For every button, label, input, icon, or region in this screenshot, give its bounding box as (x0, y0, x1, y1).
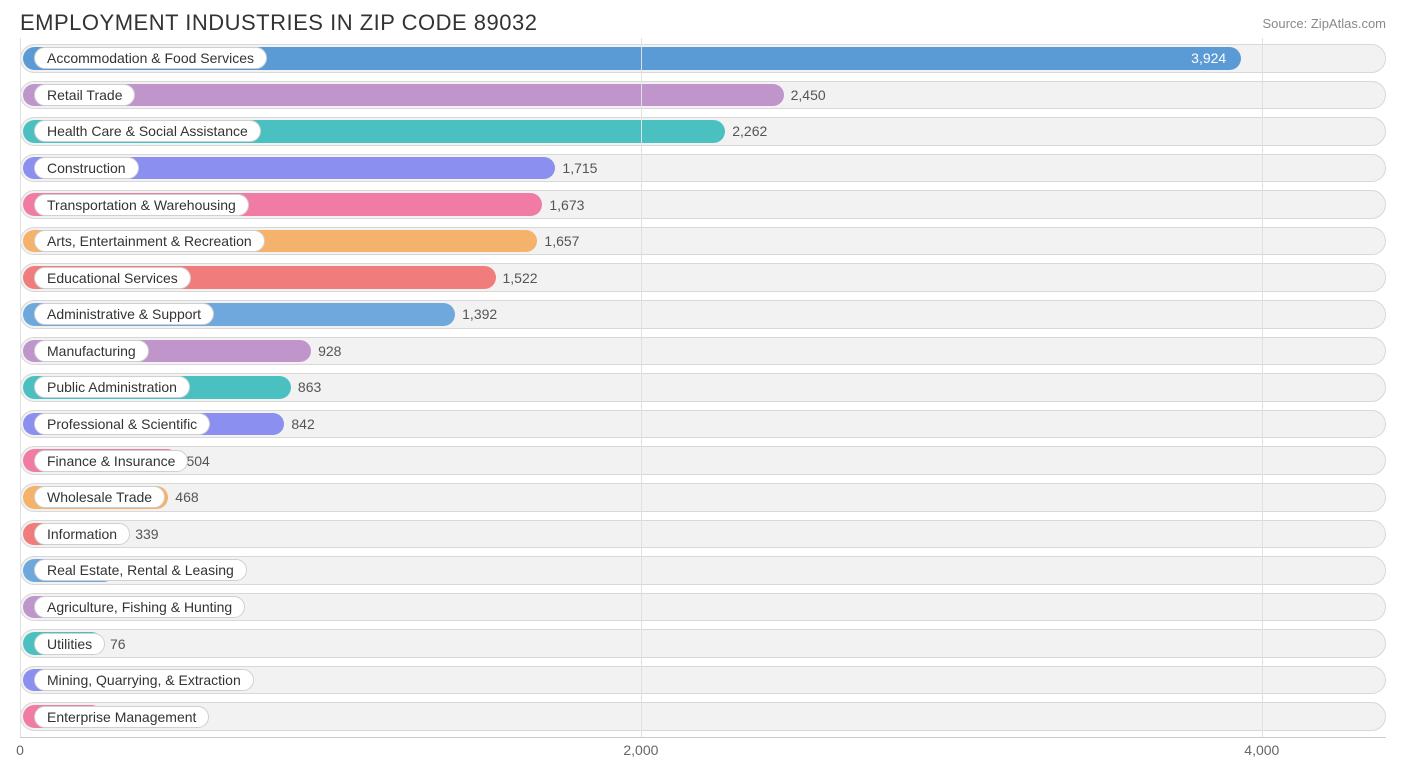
bar-label: Administrative & Support (34, 303, 214, 325)
bar-value: 339 (135, 526, 158, 542)
bar-track (20, 520, 1386, 549)
chart-source: Source: ZipAtlas.com (1262, 10, 1386, 31)
bar-value: 1,715 (562, 160, 597, 176)
bar-row: Educational Services 1,522 (20, 263, 1386, 292)
chart-container: Accommodation & Food Services 3,924 Retail… (20, 38, 1386, 762)
x-tick-label: 4,000 (1244, 742, 1279, 758)
bar-row: Transportation & Warehousing 1,673 (20, 190, 1386, 219)
bar-row: Construction 1,715 (20, 154, 1386, 183)
grid-line (641, 38, 642, 737)
bar-value: 76 (110, 636, 126, 652)
bar-row: Accommodation & Food Services 3,924 (20, 44, 1386, 73)
bar-row: Health Care & Social Assistance 2,262 (20, 117, 1386, 146)
bar-label: Accommodation & Food Services (34, 47, 267, 69)
bar-label: Real Estate, Rental & Leasing (34, 559, 247, 581)
bar-row: Retail Trade 2,450 (20, 81, 1386, 110)
bar-label: Wholesale Trade (34, 486, 165, 508)
bar-row: Information 339 (20, 520, 1386, 549)
bar-label: Arts, Entertainment & Recreation (34, 230, 265, 252)
grid-line (20, 38, 21, 737)
bar-label: Retail Trade (34, 84, 135, 106)
bar-label: Public Administration (34, 376, 190, 398)
grid-line (1262, 38, 1263, 737)
bar-value: 468 (175, 489, 198, 505)
bar-value: 1,392 (462, 306, 497, 322)
bar-value: 863 (298, 379, 321, 395)
bar-label: Utilities (34, 633, 105, 655)
bar-track (20, 483, 1386, 512)
x-tick-label: 2,000 (623, 742, 658, 758)
bar-value: 3,924 (1191, 50, 1226, 66)
bar-value: 2,262 (732, 123, 767, 139)
chart-title: EMPLOYMENT INDUSTRIES IN ZIP CODE 89032 (20, 10, 538, 36)
bar-track (20, 702, 1386, 731)
chart-header: EMPLOYMENT INDUSTRIES IN ZIP CODE 89032 … (0, 0, 1406, 38)
chart-rows: Accommodation & Food Services 3,924 Retail… (20, 38, 1386, 737)
bar-value: 1,673 (549, 197, 584, 213)
x-axis: 02,0004,000 (20, 738, 1386, 762)
bar-row: Professional & Scientific 842 (20, 410, 1386, 439)
bar-label: Construction (34, 157, 139, 179)
bar-value: 928 (318, 343, 341, 359)
bar-row: Real Estate, Rental & Leasing296 (20, 556, 1386, 585)
bar-row: Arts, Entertainment & Recreation 1,657 (20, 227, 1386, 256)
bar-value: 1,522 (503, 270, 538, 286)
bar-row: Wholesale Trade 468 (20, 483, 1386, 512)
bar-label: Enterprise Management (34, 706, 209, 728)
bar-track (20, 629, 1386, 658)
bar-row: Agriculture, Fishing & Hunting121 (20, 593, 1386, 622)
bar-label: Health Care & Social Assistance (34, 120, 261, 142)
bar-track (20, 446, 1386, 475)
bar-label: Manufacturing (34, 340, 149, 362)
bar-value: 842 (291, 416, 314, 432)
bar-row: Finance & Insurance504 (20, 446, 1386, 475)
bar-row: Manufacturing 928 (20, 337, 1386, 366)
bar-label: Transportation & Warehousing (34, 194, 249, 216)
bar-label: Agriculture, Fishing & Hunting (34, 596, 245, 618)
bar-row: Utilities 76 (20, 629, 1386, 658)
bar-value: 1,657 (544, 233, 579, 249)
bar-fill (23, 84, 784, 107)
bar-label: Educational Services (34, 267, 191, 289)
bar-row: Administrative & Support 1,392 (20, 300, 1386, 329)
bar-label: Finance & Insurance (34, 450, 188, 472)
chart-plot: Accommodation & Food Services 3,924 Retail… (20, 38, 1386, 738)
x-tick-label: 0 (16, 742, 24, 758)
bar-value: 2,450 (791, 87, 826, 103)
bar-label: Information (34, 523, 130, 545)
bar-row: Public Administration 863 (20, 373, 1386, 402)
bar-row: Mining, Quarrying, & Extraction68 (20, 666, 1386, 695)
bar-row: Enterprise Management53 (20, 702, 1386, 731)
bar-label: Professional & Scientific (34, 413, 210, 435)
bar-label: Mining, Quarrying, & Extraction (34, 669, 254, 691)
bar-value: 504 (186, 453, 209, 469)
